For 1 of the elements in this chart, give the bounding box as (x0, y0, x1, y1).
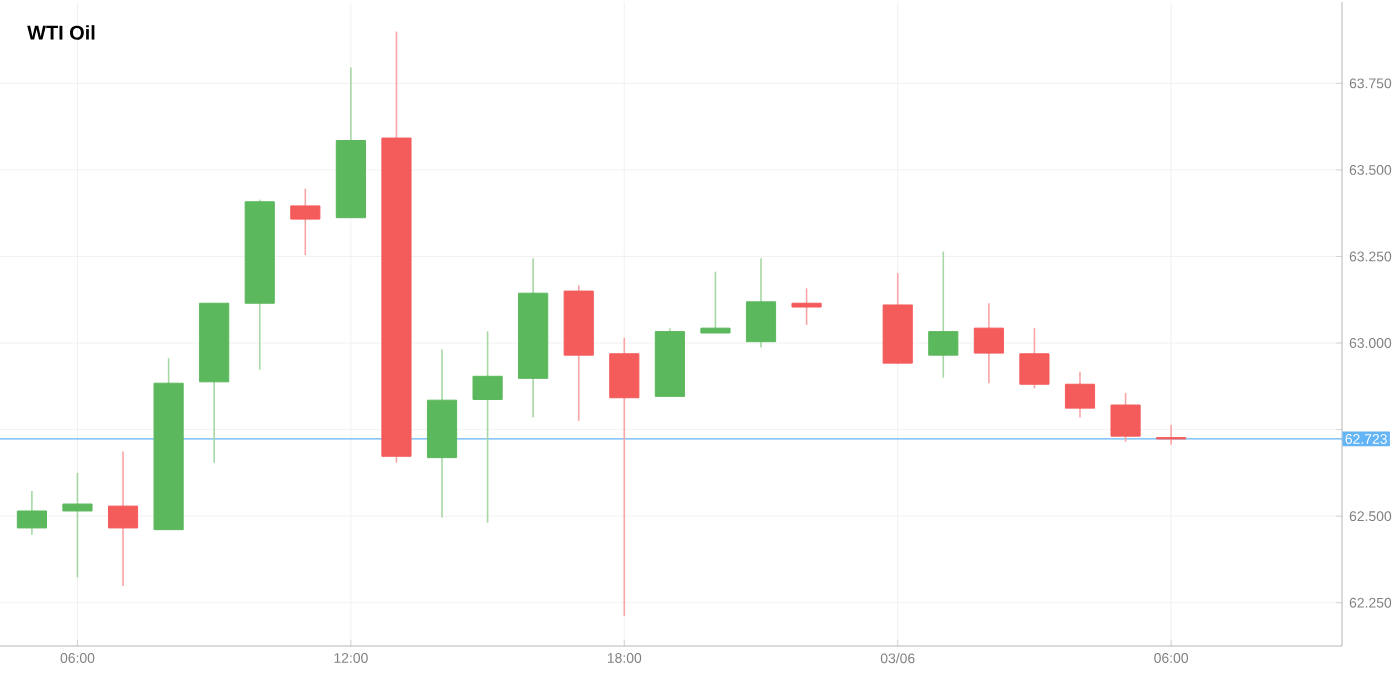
text: WTI Oil (27, 25, 95, 40)
